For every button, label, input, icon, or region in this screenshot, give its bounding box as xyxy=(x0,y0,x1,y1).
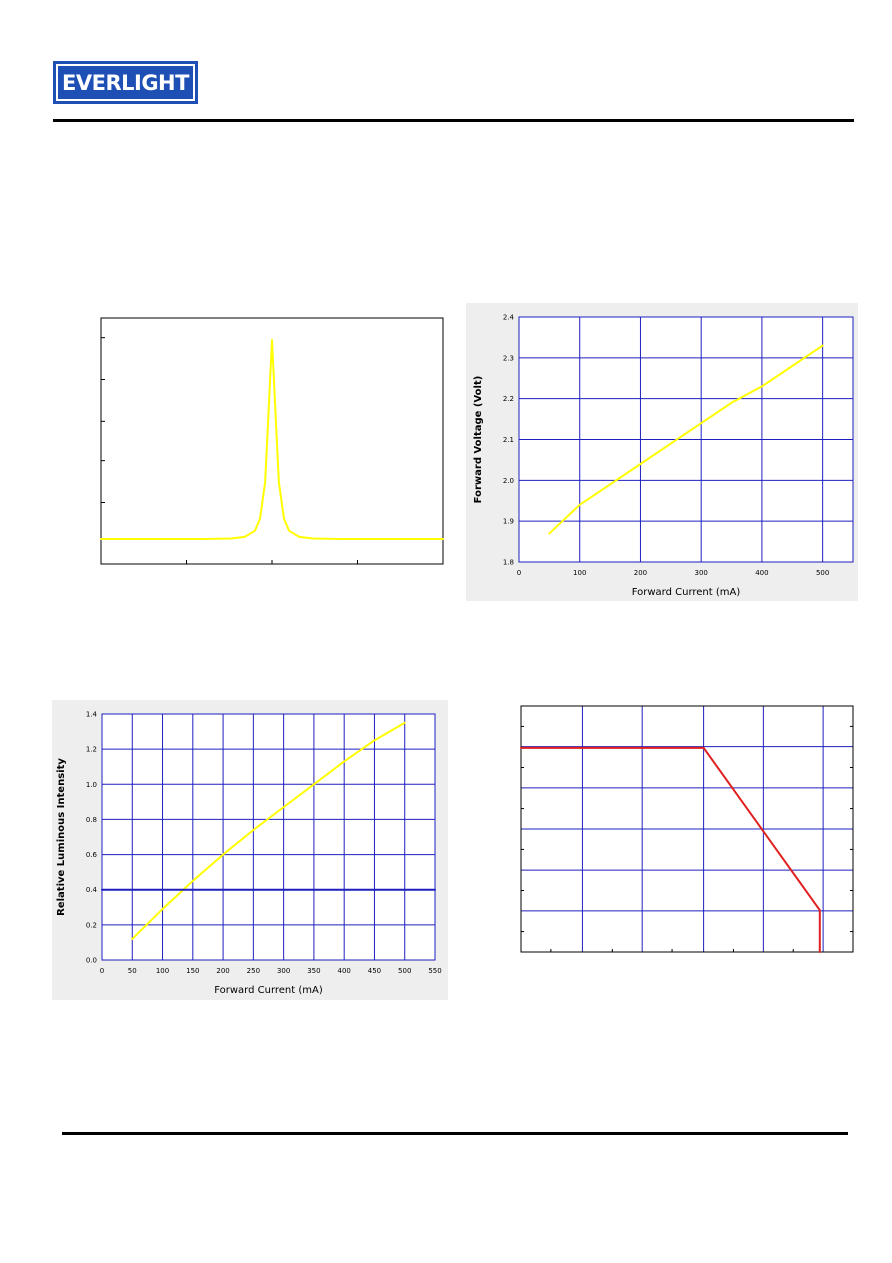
x-tick-label: 350 xyxy=(307,967,320,975)
y-axis-label: Forward Voltage (Volt) xyxy=(473,376,484,504)
plot-area xyxy=(102,714,435,960)
x-tick-label: 0 xyxy=(100,967,104,975)
series-line-spectrum xyxy=(100,339,444,540)
x-axis-label: Forward Current (mA) xyxy=(632,587,741,598)
x-axis-label: Forward Current (mA) xyxy=(214,985,323,996)
plot-frame xyxy=(518,316,854,563)
y-tick-label: 1.0 xyxy=(86,781,97,789)
x-tick-label: 0 xyxy=(517,569,521,577)
y-axis-label: Relative Luminous Intensity xyxy=(56,758,67,916)
plot-frame xyxy=(101,713,436,961)
header-rule xyxy=(53,119,854,122)
forward-voltage-chart: 0 100 200 300 400 500 1.8 1.9 2.0 2.1 2.2 2.3 2.4 For… xyxy=(466,303,858,601)
x-tick-label: 50 xyxy=(128,967,137,975)
y-tick-label: 2.0 xyxy=(503,477,514,485)
y-tick-label: 2.1 xyxy=(503,436,514,444)
y-tick-label: 1.2 xyxy=(86,746,97,754)
x-tick-label: 150 xyxy=(186,967,199,975)
plot-frame xyxy=(520,705,854,953)
x-tick-label: 400 xyxy=(337,967,350,975)
x-tick-label: 100 xyxy=(573,569,586,577)
y-tick-label: 2.4 xyxy=(503,314,515,322)
x-tick-label: 200 xyxy=(634,569,647,577)
x-tick-label: 300 xyxy=(277,967,290,975)
series-line-derating xyxy=(520,746,821,953)
series-line-main xyxy=(548,344,824,535)
x-tick-label: 200 xyxy=(216,967,229,975)
x-tick-label: 250 xyxy=(247,967,260,975)
y-tick-label: 2.3 xyxy=(503,354,514,362)
luminous-intensity-chart: 0 50 100 150 200 250 300 350 400 450 500 550 0.0 0.2 0… xyxy=(52,700,448,1000)
everlight-logo: EVERLIGHT xyxy=(53,61,198,104)
spectrum-chart xyxy=(100,317,444,565)
y-tick-label: 0.0 xyxy=(86,957,97,965)
x-tick-label: 500 xyxy=(816,569,829,577)
x-tick-label: 500 xyxy=(398,967,411,975)
series-line-main xyxy=(131,721,406,940)
logo-text: EVERLIGHT xyxy=(62,70,189,95)
derating-chart xyxy=(520,705,854,953)
logo-frame: EVERLIGHT xyxy=(56,64,195,101)
x-tick-label: 550 xyxy=(428,967,441,975)
y-tick-label: 1.9 xyxy=(503,518,514,526)
x-tick-label: 450 xyxy=(368,967,381,975)
y-tick-label: 1.8 xyxy=(503,559,514,567)
x-tick-label: 300 xyxy=(694,569,707,577)
y-tick-label: 0.6 xyxy=(86,851,98,859)
footer-rule xyxy=(62,1132,848,1135)
y-tick-label: 0.2 xyxy=(86,921,97,929)
x-tick-label: 400 xyxy=(755,569,768,577)
y-tick-label: 0.8 xyxy=(86,816,97,824)
y-tick-label: 2.2 xyxy=(503,395,514,403)
x-tick-label: 100 xyxy=(156,967,169,975)
y-tick-label: 1.4 xyxy=(86,711,98,719)
y-tick-label: 0.4 xyxy=(86,886,98,894)
